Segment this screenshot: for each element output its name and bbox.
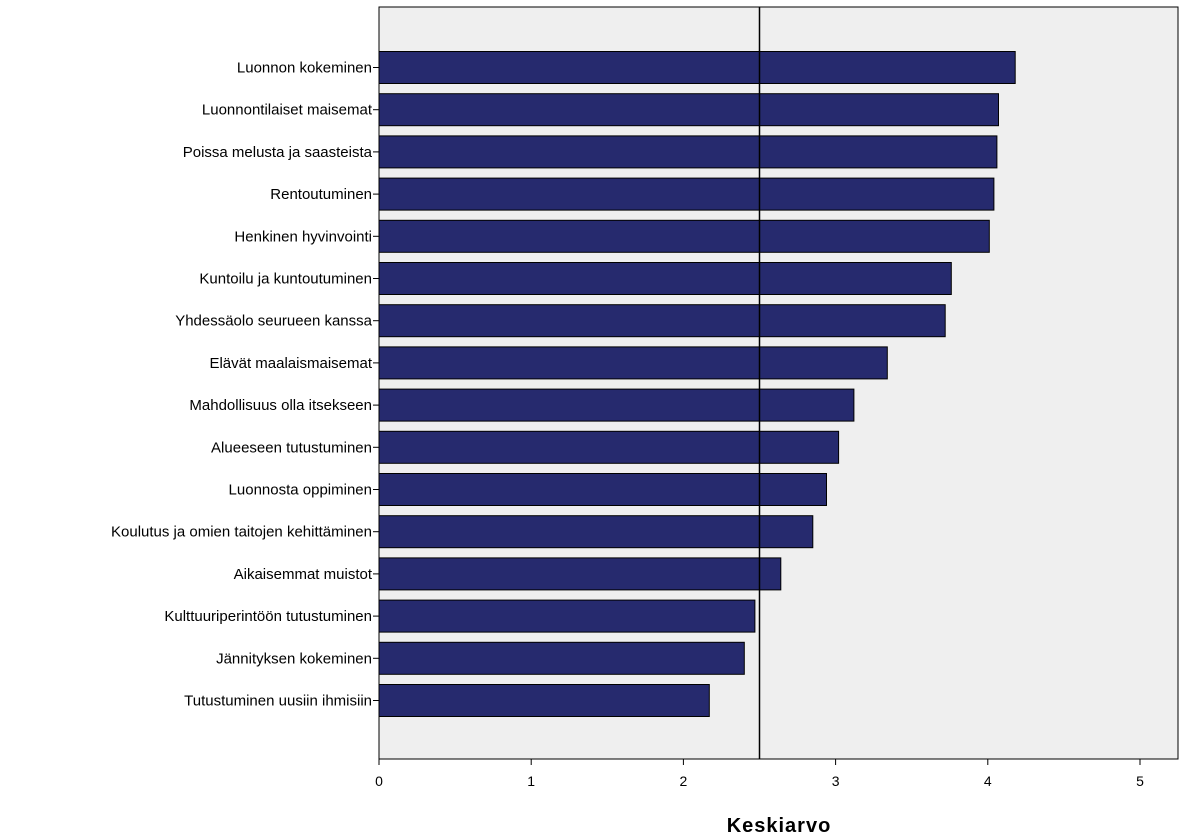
category-label: Luonnosta oppiminen	[229, 482, 372, 499]
x-tick-label: 5	[1136, 773, 1144, 789]
bar	[378, 473, 827, 506]
bar	[378, 346, 888, 380]
x-tick-label: 4	[984, 773, 992, 789]
category-label: Mahdollisuus olla itsekseen	[189, 397, 372, 414]
category-label: Jännityksen kokeminen	[216, 650, 372, 667]
bar	[378, 430, 840, 464]
bar	[378, 262, 952, 295]
bar	[378, 641, 745, 675]
category-label: Henkinen hyvinvointi	[234, 228, 372, 245]
category-label: Kulttuuriperintöön tutustuminen	[164, 608, 372, 625]
bar	[378, 388, 855, 422]
category-labels: Luonnon kokeminen Luonnontilaiset maisema…	[111, 60, 379, 710]
plot-area	[378, 6, 1179, 760]
category-label: Tutustuminen uusiin ihmisiin	[184, 693, 372, 710]
x-tick-label: 3	[832, 773, 840, 789]
bar	[378, 515, 814, 549]
category-label: Alueeseen tutustuminen	[211, 439, 372, 456]
category-label: Aikaisemmat muistot	[234, 566, 373, 583]
category-label: Koulutus ja omien taitojen kehittäminen	[111, 524, 372, 541]
bar	[378, 93, 999, 127]
bar	[378, 219, 990, 253]
x-tick-label: 0	[375, 773, 383, 789]
bar	[378, 51, 1016, 84]
category-label: Elävät maalaismaisemat	[209, 355, 372, 372]
bar	[378, 557, 782, 591]
x-tick-label: 2	[680, 773, 688, 789]
category-label: Poissa melusta ja saasteista	[183, 144, 373, 161]
x-axis-title: Keskiarvo	[727, 815, 832, 837]
bar	[378, 177, 995, 211]
bar	[378, 599, 756, 633]
category-label: Kuntoilu ja kuntoutuminen	[199, 271, 372, 288]
x-tick-label: 1	[527, 773, 535, 789]
category-label: Luonnontilaiset maisemat	[202, 102, 373, 119]
x-axis: 0 1 2 3 4 5	[375, 759, 1144, 789]
bar	[378, 304, 946, 338]
bar	[378, 135, 998, 169]
category-label: Luonnon kokeminen	[237, 60, 372, 77]
bar	[378, 684, 710, 717]
bars-group	[378, 51, 1016, 717]
category-label: Yhdessäolo seurueen kanssa	[175, 313, 372, 330]
category-label: Rentoutuminen	[270, 186, 372, 203]
